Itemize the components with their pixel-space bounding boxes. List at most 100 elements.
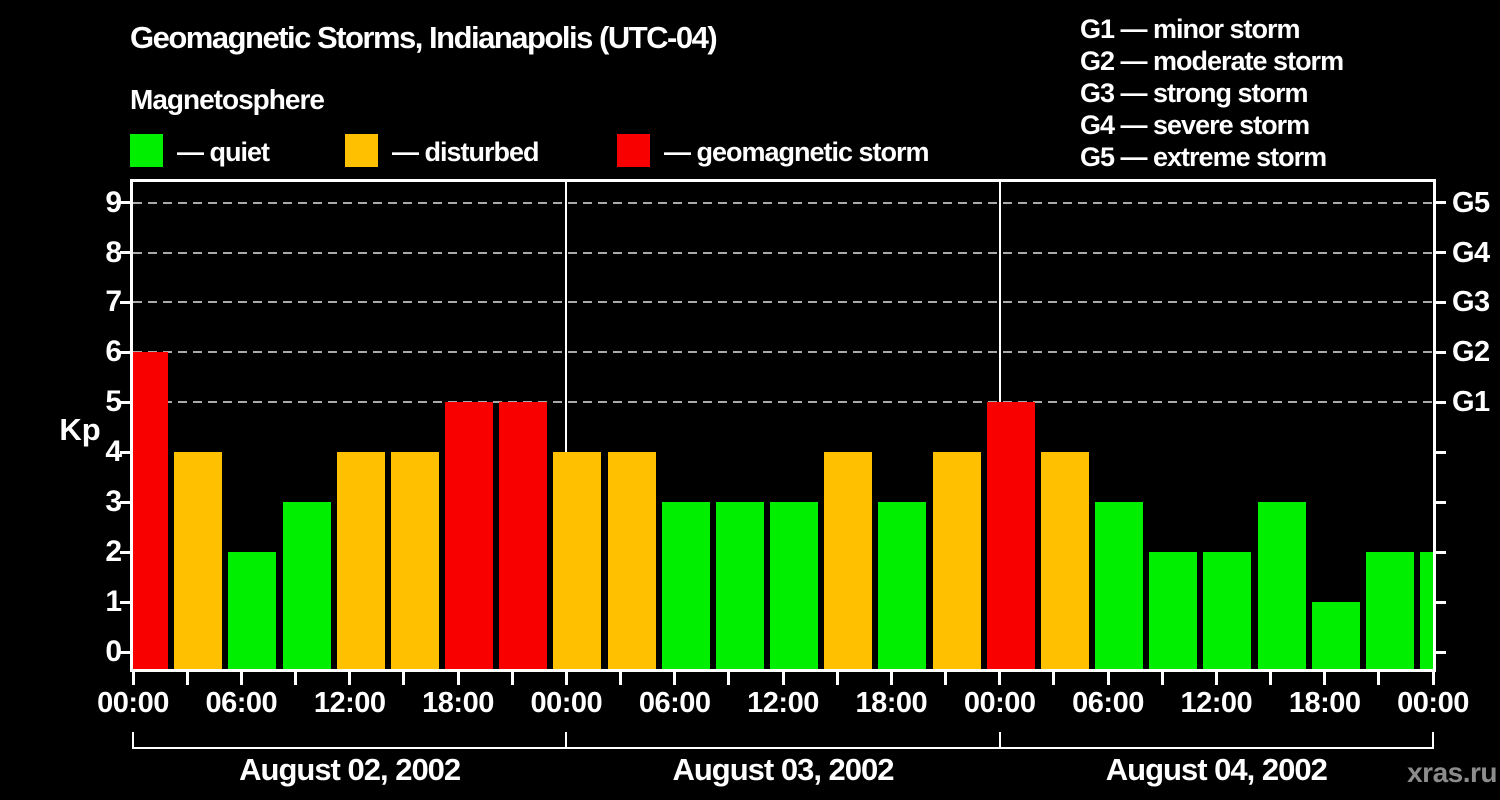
y-axis-tick [120, 650, 130, 654]
date-bracket-tick [998, 732, 1001, 747]
y-tick-label: 2 [105, 535, 122, 569]
x-tick-label: 12:00 [747, 687, 819, 719]
quiet-legend-swatch [130, 134, 163, 167]
g-axis-tick [1436, 300, 1446, 304]
y-axis-tick [120, 201, 130, 205]
y-tick-label: 5 [105, 385, 122, 419]
x-axis-tick [944, 672, 947, 685]
kp-bar [1095, 502, 1143, 669]
x-tick-label: 00:00 [1397, 687, 1469, 719]
x-axis-tick [1214, 672, 1218, 685]
x-tick-label: 00:00 [530, 687, 603, 719]
y-tick-label: 7 [105, 285, 122, 319]
y-axis-tick [120, 400, 130, 404]
y-tick-label: 3 [105, 485, 122, 519]
x-tick-label: 00:00 [97, 687, 169, 719]
x-axis-tick [727, 672, 731, 685]
x-tick-label: 06:00 [638, 687, 711, 719]
gridline-kp-5 [133, 401, 1433, 404]
date-bracket-line [132, 747, 1434, 749]
x-axis-tick [294, 672, 297, 685]
kp-bar [174, 452, 223, 669]
x-tick-label: 18:00 [855, 687, 928, 719]
gridline-kp-7 [133, 301, 1433, 304]
storm-legend-label: — geomagnetic storm [664, 137, 930, 167]
gridline-kp-8 [133, 251, 1433, 254]
x-axis-tick [1377, 672, 1381, 685]
plot-area [133, 182, 1433, 669]
storm-legend-swatch [617, 134, 650, 167]
date-bracket-tick [565, 732, 568, 747]
g-axis-tick [1436, 201, 1446, 205]
g-axis-tick [1436, 400, 1446, 404]
x-tick-label: 18:00 [422, 687, 494, 719]
g-axis-tick [1436, 600, 1446, 604]
kp-bar [878, 502, 927, 669]
x-axis-tick [1106, 672, 1110, 685]
kp-bar [1203, 552, 1252, 669]
x-axis-tick [673, 672, 677, 685]
kp-bar [1365, 552, 1414, 669]
g-axis-tick [1436, 350, 1446, 354]
y-axis-tick [120, 550, 130, 554]
x-axis-tick [998, 672, 1002, 685]
disturbed-legend-swatch [345, 134, 378, 167]
x-axis-tick [889, 672, 893, 685]
y-tick-label: 8 [105, 235, 122, 269]
x-tick-label: 12:00 [313, 687, 386, 719]
x-tick-label: 18:00 [1288, 687, 1361, 719]
kp-bar [1420, 552, 1433, 669]
kp-bar [770, 502, 818, 669]
y-axis-tick [120, 300, 130, 304]
x-tick-label: 12:00 [1180, 687, 1253, 719]
disturbed-legend-label: — disturbed [392, 137, 540, 167]
y-axis-tick [120, 251, 130, 255]
y-axis-tick [120, 600, 130, 604]
kp-bar [499, 402, 548, 669]
y-tick-label: 9 [105, 185, 122, 219]
plot-frame [130, 179, 1436, 672]
g-tick-label: G3 [1452, 286, 1490, 319]
y-axis-tick [120, 350, 130, 354]
kp-bar [1040, 452, 1089, 669]
gridline-kp-6 [133, 351, 1433, 354]
x-axis-tick [564, 672, 568, 685]
y-tick-label: 4 [105, 435, 122, 469]
x-axis-tick [1160, 672, 1164, 685]
x-axis-tick [619, 672, 622, 685]
kp-bar [390, 452, 439, 669]
x-axis-tick [1323, 672, 1327, 685]
kp-bar [445, 402, 493, 669]
kp-bar [824, 452, 873, 669]
storm-scale-legend-line: G2 — moderate storm [1080, 46, 1344, 76]
kp-bar [986, 402, 1035, 669]
y-axis-title: Kp [59, 412, 101, 447]
g-tick-label: G4 [1452, 236, 1490, 269]
x-axis-tick [510, 672, 514, 685]
gridline-kp-9 [133, 201, 1433, 204]
x-axis-tick [1052, 672, 1056, 685]
watermark: xras.ru [1407, 757, 1497, 788]
x-axis-tick [185, 672, 189, 685]
x-axis-tick [781, 672, 785, 685]
kp-bar [133, 352, 168, 669]
storm-scale-legend-line: G4 — severe storm [1080, 110, 1310, 140]
g-tick-label: G5 [1452, 186, 1490, 219]
g-tick-label: G2 [1452, 336, 1490, 369]
date-bracket-tick [1432, 732, 1434, 747]
g-axis-tick [1436, 251, 1446, 255]
kp-bar [553, 452, 602, 669]
storm-scale-legend-line: G3 — strong storm [1080, 78, 1309, 108]
kp-bar [715, 502, 764, 669]
x-axis-tick [1269, 672, 1272, 685]
page-title: Geomagnetic Storms, Indianapolis (UTC-04… [130, 20, 718, 55]
x-axis-tick [131, 672, 135, 685]
kp-bar [607, 452, 656, 669]
y-tick-label: 1 [105, 585, 122, 619]
g-tick-label: G1 [1452, 386, 1490, 419]
x-axis-tick [239, 672, 243, 685]
x-axis-tick [456, 672, 460, 685]
g-axis-tick [1436, 650, 1446, 654]
kp-bar [336, 452, 385, 669]
